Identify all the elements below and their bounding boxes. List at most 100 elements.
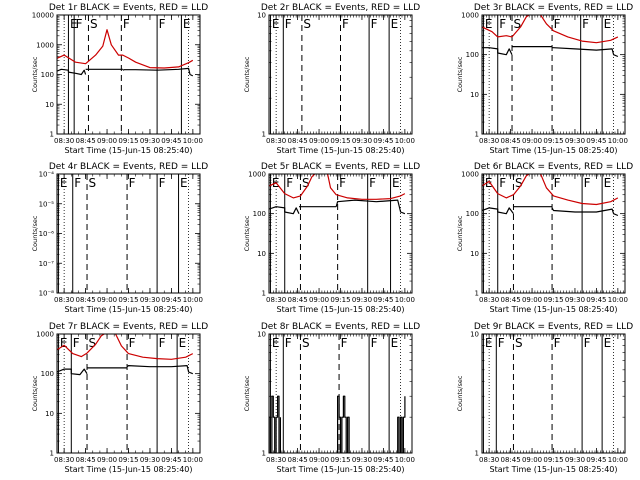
x-axis-ticks: 08:30 08:45 09:00 09:15 09:30 09:45 10:00 bbox=[479, 174, 628, 304]
x-tick-label: 09:45 bbox=[373, 296, 393, 304]
x-tick-label: 08:30 bbox=[479, 296, 499, 304]
event-rate-line bbox=[269, 395, 281, 453]
event-marker-label: E bbox=[60, 336, 68, 350]
y-tick-label: 10⁻⁴ bbox=[39, 171, 55, 179]
x-tick-label: 09:30 bbox=[352, 137, 372, 145]
x-tick-label: 09:15 bbox=[330, 137, 350, 145]
x-tick-label: 08:30 bbox=[266, 456, 286, 464]
y-axis-label: Counts/sec bbox=[456, 375, 464, 411]
series-group bbox=[269, 174, 406, 215]
x-axis-ticks: 08:30 08:45 09:00 09:15 09:30 09:45 10:00 bbox=[54, 334, 203, 464]
x-tick-label: 09:00 bbox=[522, 296, 542, 304]
x-axis-label: Start Time (15-Jun-15 08:25:40) bbox=[490, 465, 618, 474]
x-tick-label: 08:30 bbox=[479, 456, 499, 464]
x-axis-label: Start Time (15-Jun-15 08:25:40) bbox=[277, 146, 405, 155]
x-tick-label: 10:00 bbox=[183, 456, 203, 464]
x-tick-label: 09:00 bbox=[522, 137, 542, 145]
series-group bbox=[269, 395, 406, 453]
event-marker-label: F bbox=[371, 17, 378, 31]
x-tick-label: 09:30 bbox=[565, 456, 585, 464]
plot-frame bbox=[481, 173, 626, 294]
event-marker-label: F bbox=[129, 176, 136, 190]
event-marker-label: S bbox=[89, 336, 97, 350]
chart-title: Det 2r BLACK = Events, RED = LLD bbox=[261, 3, 420, 13]
x-axis-label: Start Time (15-Jun-15 08:25:40) bbox=[65, 465, 193, 474]
event-rate-line bbox=[337, 395, 351, 453]
event-marker-label: S bbox=[515, 176, 523, 190]
x-tick-label: 09:45 bbox=[586, 456, 606, 464]
y-tick-label: 100 bbox=[253, 210, 266, 218]
lld-rate-line bbox=[540, 15, 619, 44]
x-tick-label: 10:00 bbox=[608, 137, 628, 145]
chart-panel-3: Det 3r BLACK = Events, RED = LLD Counts/s… bbox=[456, 3, 633, 155]
event-marker-label: E bbox=[392, 176, 400, 190]
y-tick-label: 10⁻⁵ bbox=[39, 200, 55, 208]
event-rate-line bbox=[122, 67, 194, 77]
y-axis-label: Counts/sec bbox=[243, 56, 251, 92]
plot-frame bbox=[268, 173, 413, 294]
x-tick-label: 08:45 bbox=[288, 456, 308, 464]
event-marker-label: F bbox=[285, 336, 292, 350]
event-marker-label: F bbox=[159, 176, 166, 190]
event-marker-label: F bbox=[342, 17, 349, 31]
chart-title: Det 9r BLACK = Events, RED = LLD bbox=[474, 322, 633, 332]
x-axis-label: Start Time (15-Jun-15 08:25:40) bbox=[277, 305, 405, 314]
x-tick-label: 09:15 bbox=[118, 296, 138, 304]
plot-frame bbox=[481, 333, 626, 454]
x-axis-label: Start Time (15-Jun-15 08:25:40) bbox=[65, 146, 193, 155]
y-tick-label: 10 bbox=[257, 12, 266, 20]
x-tick-label: 09:30 bbox=[352, 296, 372, 304]
y-tick-label: 10⁻⁸ bbox=[39, 290, 55, 298]
y-tick-label: 10 bbox=[470, 250, 479, 258]
plot-frame bbox=[268, 333, 413, 454]
x-tick-label: 09:15 bbox=[118, 456, 138, 464]
event-marker-label: E bbox=[180, 176, 188, 190]
event-marker-label: F bbox=[584, 336, 591, 350]
x-tick-label: 08:45 bbox=[288, 137, 308, 145]
x-tick-label: 09:15 bbox=[330, 456, 350, 464]
plot-frame bbox=[481, 14, 626, 135]
x-tick-label: 08:30 bbox=[54, 137, 74, 145]
lld-rate-line bbox=[57, 334, 105, 358]
x-tick-label: 09:45 bbox=[586, 137, 606, 145]
y-tick-label: 1 bbox=[475, 290, 479, 298]
x-tick-label: 08:30 bbox=[54, 456, 74, 464]
event-marker-label: F bbox=[129, 336, 136, 350]
event-marker-label: E bbox=[391, 17, 399, 31]
event-rate-line bbox=[552, 47, 619, 58]
y-tick-label: 10 bbox=[257, 250, 266, 258]
x-tick-label: 09:15 bbox=[330, 296, 350, 304]
y-tick-label: 1000 bbox=[248, 171, 266, 179]
plot-frame bbox=[56, 173, 201, 294]
chart-panel-5: Det 5r BLACK = Events, RED = LLD Counts/s… bbox=[243, 162, 420, 314]
plot-frame bbox=[56, 333, 201, 454]
lld-rate-line bbox=[540, 174, 619, 206]
event-marker-label: F bbox=[554, 176, 561, 190]
x-axis-ticks: 08:30 08:45 09:00 09:15 09:30 09:45 10:00 bbox=[54, 15, 203, 145]
chart-title: Det 3r BLACK = Events, RED = LLD bbox=[474, 3, 633, 13]
x-tick-label: 09:45 bbox=[373, 137, 393, 145]
chart-panel-7: Det 7r BLACK = Events, RED = LLD Counts/s… bbox=[31, 322, 208, 474]
event-marker-label: S bbox=[302, 176, 310, 190]
event-marker-label: F bbox=[498, 336, 505, 350]
chart-title: Det 5r BLACK = Events, RED = LLD bbox=[261, 162, 420, 172]
event-marker-label: E bbox=[179, 336, 187, 350]
event-marker-label: F bbox=[73, 336, 80, 350]
event-marker-label: E bbox=[272, 17, 280, 31]
event-marker-label: E bbox=[604, 336, 612, 350]
y-tick-label: 1 bbox=[475, 450, 479, 458]
event-marker-label: F bbox=[554, 17, 561, 31]
chart-panel-9: Det 9r BLACK = Events, RED = LLD Counts/s… bbox=[456, 322, 633, 474]
x-tick-label: 08:45 bbox=[76, 137, 96, 145]
lld-rate-line bbox=[115, 334, 194, 360]
x-axis-label: Start Time (15-Jun-15 08:25:40) bbox=[490, 146, 618, 155]
x-tick-label: 09:15 bbox=[543, 456, 563, 464]
event-marker-label: E bbox=[485, 336, 493, 350]
lld-rate-line bbox=[57, 29, 194, 69]
series-group bbox=[482, 174, 619, 217]
x-tick-label: 08:30 bbox=[266, 137, 286, 145]
y-tick-label: 10 bbox=[257, 331, 266, 339]
x-axis-ticks: 08:30 08:45 09:00 09:15 09:30 09:45 10:00 bbox=[266, 174, 415, 304]
y-axis-label: Counts/sec bbox=[456, 215, 464, 251]
event-marker-label: F bbox=[74, 176, 81, 190]
